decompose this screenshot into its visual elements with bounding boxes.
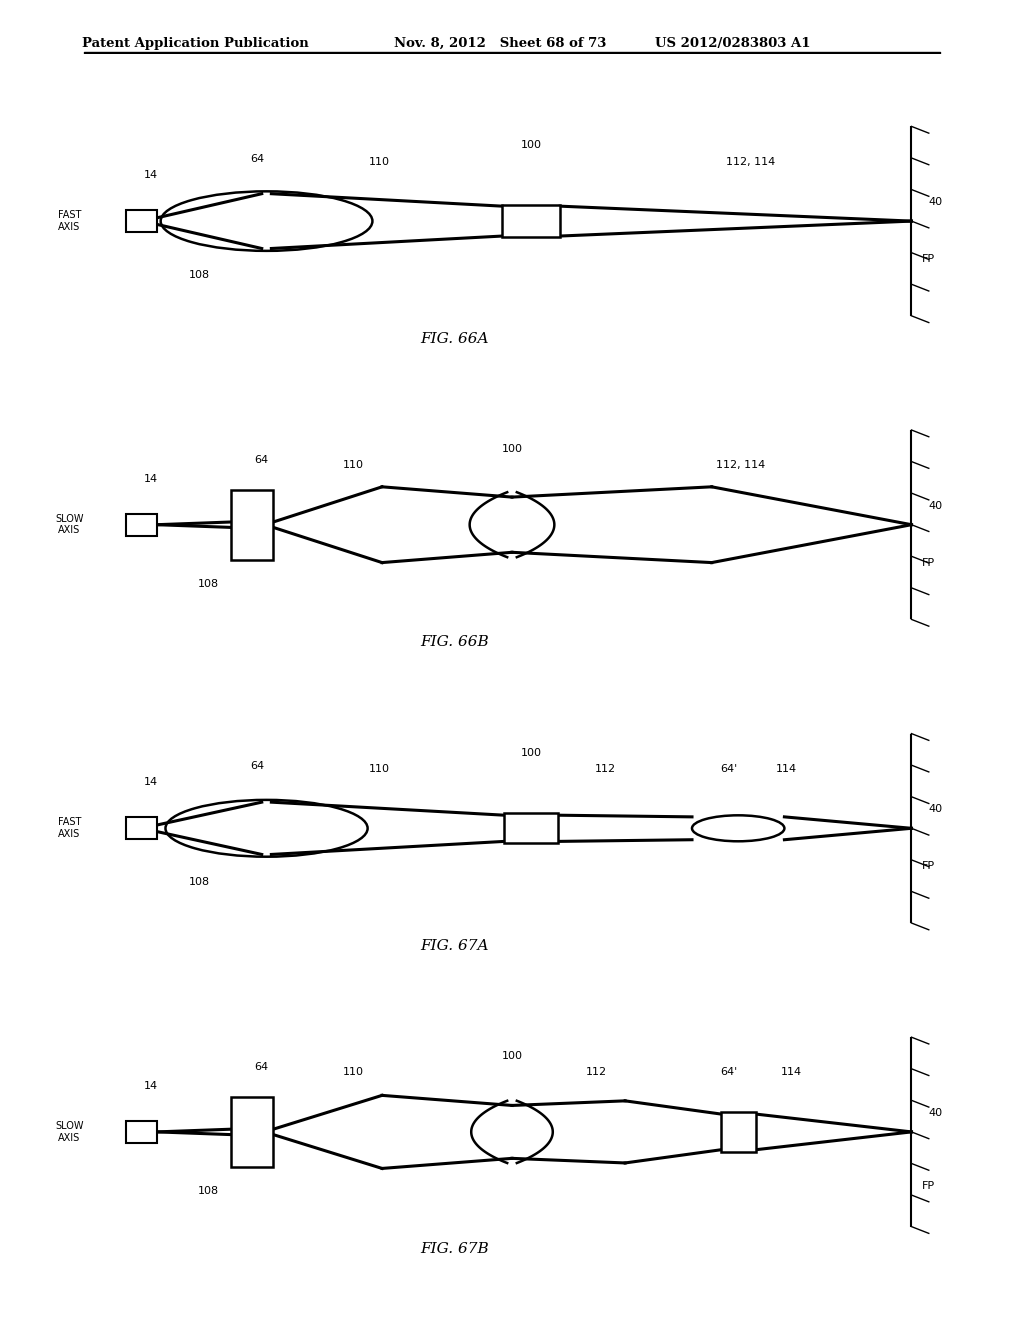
Text: 112: 112: [586, 1068, 607, 1077]
Text: FAST
AXIS: FAST AXIS: [57, 210, 81, 232]
Text: 40: 40: [929, 500, 942, 511]
Text: 14: 14: [144, 474, 158, 483]
Text: 112, 114: 112, 114: [726, 157, 775, 166]
Text: FIG. 66A: FIG. 66A: [420, 331, 488, 346]
Text: SLOW
AXIS: SLOW AXIS: [55, 1121, 84, 1143]
Text: 100: 100: [521, 747, 542, 758]
Text: 40: 40: [929, 197, 942, 207]
Text: 40: 40: [929, 1107, 942, 1118]
Bar: [231, 1097, 273, 1167]
Text: FP: FP: [923, 253, 935, 264]
Text: 14: 14: [144, 1081, 158, 1090]
Text: FP: FP: [923, 557, 935, 568]
Text: 110: 110: [343, 1068, 364, 1077]
Text: FIG. 67A: FIG. 67A: [420, 939, 488, 953]
Text: FAST
AXIS: FAST AXIS: [57, 817, 81, 840]
Text: 64': 64': [720, 764, 737, 774]
Text: FP: FP: [923, 861, 935, 871]
Bar: [231, 490, 273, 560]
Text: SLOW
AXIS: SLOW AXIS: [55, 513, 84, 536]
Text: 108: 108: [188, 878, 210, 887]
Bar: [126, 1121, 157, 1143]
Text: 114: 114: [780, 1068, 802, 1077]
Text: US 2012/0283803 A1: US 2012/0283803 A1: [655, 37, 811, 50]
Text: 64': 64': [720, 1068, 737, 1077]
Text: 64: 64: [250, 154, 264, 164]
Text: 112: 112: [595, 764, 616, 774]
Bar: [126, 210, 157, 232]
Text: 40: 40: [929, 804, 942, 814]
Bar: [126, 513, 157, 536]
Text: 100: 100: [502, 444, 522, 454]
Text: 112, 114: 112, 114: [716, 461, 765, 470]
Text: 14: 14: [144, 777, 158, 787]
Text: Patent Application Publication: Patent Application Publication: [82, 37, 308, 50]
Text: FIG. 66B: FIG. 66B: [420, 635, 488, 649]
Bar: [504, 813, 558, 843]
Text: 100: 100: [521, 140, 542, 150]
Bar: [721, 1111, 756, 1152]
Text: 108: 108: [188, 271, 210, 280]
Text: 108: 108: [199, 579, 219, 589]
Bar: [126, 817, 157, 840]
Text: FIG. 67B: FIG. 67B: [420, 1242, 488, 1257]
Text: 100: 100: [502, 1051, 522, 1061]
Text: 110: 110: [369, 157, 390, 166]
Text: Nov. 8, 2012   Sheet 68 of 73: Nov. 8, 2012 Sheet 68 of 73: [394, 37, 606, 50]
Text: 64: 64: [255, 455, 268, 465]
Text: FP: FP: [923, 1181, 935, 1191]
Text: 114: 114: [776, 764, 797, 774]
Text: 14: 14: [144, 170, 158, 180]
Text: 110: 110: [369, 764, 390, 774]
Text: 64: 64: [255, 1063, 268, 1072]
Text: 64: 64: [250, 762, 264, 771]
Bar: [503, 205, 560, 238]
Text: 110: 110: [343, 461, 364, 470]
Text: 108: 108: [199, 1187, 219, 1196]
